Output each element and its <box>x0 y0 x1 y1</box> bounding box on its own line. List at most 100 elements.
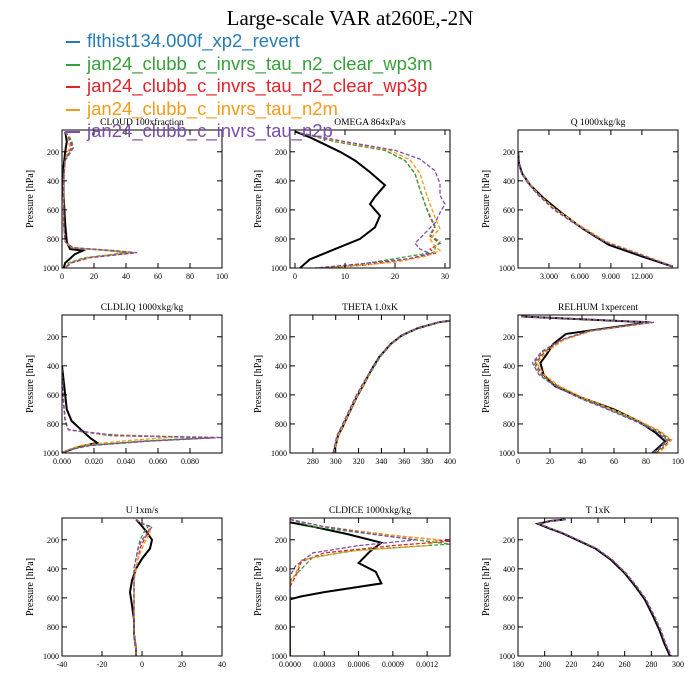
x-tick-label: 20 <box>90 272 98 281</box>
y-tick-label: 200 <box>47 148 59 157</box>
x-tick-label: 0 <box>60 272 64 281</box>
chart-panel: THETA 1.0xK Pressure [hPa] 200 400 600 800 100… <box>253 303 456 466</box>
series-line <box>62 131 135 268</box>
x-tick-label: 80 <box>186 272 194 281</box>
x-tick-label: 0.000 <box>53 457 71 466</box>
series-line <box>518 151 674 268</box>
plot-frame <box>61 517 223 657</box>
series-line <box>521 315 671 453</box>
x-tick-label: 9.000 <box>602 272 620 281</box>
x-tick-label: -40 <box>57 660 68 669</box>
x-tick-label: 0.0003 <box>313 660 335 669</box>
y-tick-label: 400 <box>275 177 287 186</box>
y-tick-label: 400 <box>503 177 515 186</box>
series-line <box>290 518 450 656</box>
x-tick-label: 20 <box>178 660 186 669</box>
x-tick-label: 280 <box>645 660 657 669</box>
series-line <box>290 518 441 656</box>
y-axis-label: Pressure [hPa] <box>25 355 36 413</box>
y-tick-label: 200 <box>503 148 515 157</box>
y-tick-label: 600 <box>275 594 287 603</box>
x-tick-label: 0 <box>293 272 297 281</box>
x-tick-label: 0.080 <box>181 457 199 466</box>
x-tick-label: 100 <box>672 457 684 466</box>
y-axis-label: Pressure [hPa] <box>253 355 264 413</box>
y-tick-label: 400 <box>47 565 59 574</box>
y-tick-label: 800 <box>275 235 287 244</box>
series-line <box>133 518 151 656</box>
legend-swatch <box>66 63 80 66</box>
panel-title: CLDICE 1000xkg/kg <box>329 506 411 516</box>
y-tick-label: 400 <box>275 565 287 574</box>
plot-frame <box>517 314 679 454</box>
series-line <box>128 518 154 656</box>
legend-swatch <box>66 108 80 111</box>
plot-frame <box>289 129 451 269</box>
series-line <box>294 130 387 268</box>
series-line <box>299 132 441 268</box>
y-tick-label: 1000 <box>43 449 59 458</box>
x-tick-label: 0.0009 <box>382 660 404 669</box>
x-tick-label: 280 <box>307 457 319 466</box>
y-tick-label: 800 <box>503 235 515 244</box>
y-tick-label: 200 <box>503 536 515 545</box>
series-line <box>537 518 672 656</box>
legend-item: jan24_clubb_c_invrs_tau_n2m <box>66 98 433 121</box>
series-line <box>521 315 668 453</box>
x-tick-label: 220 <box>565 660 577 669</box>
y-tick-label: 200 <box>47 536 59 545</box>
x-tick-label: 300 <box>330 457 342 466</box>
y-tick-label: 600 <box>503 391 515 400</box>
series-line <box>299 132 442 268</box>
y-axis-label: Pressure [hPa] <box>25 170 36 228</box>
series-line <box>62 131 138 268</box>
y-tick-label: 200 <box>275 148 287 157</box>
y-tick-label: 800 <box>275 420 287 429</box>
x-tick-label: 260 <box>619 660 631 669</box>
series-line <box>299 132 446 268</box>
plot-frame <box>517 129 679 269</box>
series-line <box>521 315 670 453</box>
y-tick-label: 200 <box>47 333 59 342</box>
y-tick-label: 1000 <box>499 652 515 661</box>
y-tick-label: 1000 <box>499 264 515 273</box>
y-tick-label: 200 <box>503 333 515 342</box>
y-tick-label: 1000 <box>271 652 287 661</box>
legend-item: flthist134.000f_xp2_revert <box>66 30 433 53</box>
plot-frame <box>289 314 451 454</box>
x-tick-label: 0 <box>516 457 520 466</box>
legend-swatch <box>66 86 80 89</box>
y-tick-label: 400 <box>47 362 59 371</box>
y-axis-label: Pressure [hPa] <box>481 170 492 228</box>
series-line <box>332 320 450 453</box>
x-tick-label: 0.040 <box>117 457 135 466</box>
x-tick-label: 340 <box>375 457 387 466</box>
series-line <box>521 315 673 453</box>
x-tick-label: 0.0006 <box>348 660 370 669</box>
series-line <box>534 518 671 656</box>
y-tick-label: 200 <box>275 536 287 545</box>
y-tick-label: 1000 <box>43 264 59 273</box>
plot-frame <box>61 314 223 454</box>
x-tick-label: -20 <box>97 660 108 669</box>
x-tick-label: 40 <box>122 272 130 281</box>
panel-title: U 1xm/s <box>126 506 159 516</box>
y-tick-label: 1000 <box>43 652 59 661</box>
legend-item: jan24_clubb_c_invrs_tau_n2p <box>66 120 433 143</box>
y-tick-label: 200 <box>275 333 287 342</box>
y-tick-label: 400 <box>47 177 59 186</box>
series-line <box>62 368 222 453</box>
y-tick-label: 400 <box>275 362 287 371</box>
y-tick-label: 800 <box>503 420 515 429</box>
y-tick-label: 1000 <box>499 449 515 458</box>
y-tick-label: 600 <box>503 594 515 603</box>
x-tick-label: 180 <box>512 660 524 669</box>
series-line <box>518 151 674 268</box>
x-tick-label: 3.000 <box>540 272 558 281</box>
